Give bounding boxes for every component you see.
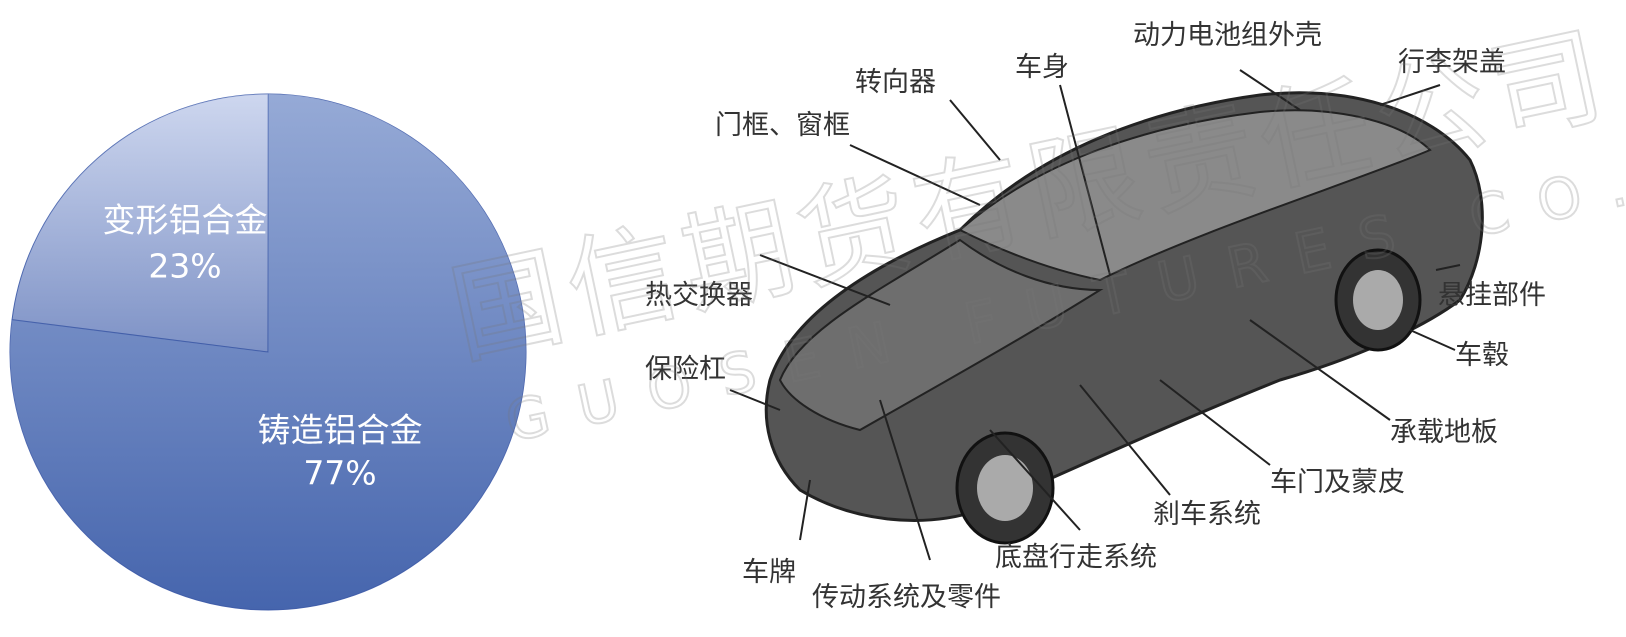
- wheel: [1353, 270, 1403, 330]
- category-label: 变形铝合金: [103, 201, 268, 240]
- value-label: 23%: [148, 247, 221, 286]
- car-body: [764, 91, 1484, 522]
- part-label: 车牌: [742, 557, 796, 587]
- leader-line: [949, 99, 1001, 161]
- part-label: 行李架盖: [1398, 47, 1506, 77]
- pie-shade: [12, 94, 268, 352]
- part-label: 悬挂部件: [1438, 280, 1546, 310]
- wheel: [977, 455, 1033, 521]
- part-label: 车身: [1015, 52, 1069, 82]
- leader-line: [1249, 319, 1391, 421]
- leader-line: [879, 399, 931, 561]
- leader-line: [849, 144, 981, 206]
- leader-line: [1239, 69, 1301, 111]
- category-label: 铸造铝合金: [258, 411, 423, 450]
- leader-line: [1079, 384, 1171, 496]
- part-label: 热交换器: [645, 280, 753, 310]
- leader-line: [799, 479, 811, 541]
- leader-line: [989, 429, 1081, 531]
- pie-chart: 铸造铝合金 77% 变形铝合金 23%: [9, 93, 527, 611]
- part-label: 底盘行走系统: [995, 542, 1157, 572]
- part-label: 传动系统及零件: [812, 582, 1001, 612]
- leader-line: [1159, 379, 1271, 466]
- leader-line: [1379, 84, 1441, 106]
- part-label: 门框、窗框: [715, 110, 850, 140]
- leader-line: [1059, 84, 1111, 276]
- leader-line: [1409, 329, 1456, 351]
- part-label: 车毂: [1455, 340, 1509, 370]
- part-label: 动力电池组外壳: [1133, 20, 1322, 50]
- car-windows: [958, 109, 1432, 282]
- part-label: 车门及蒙皮: [1270, 467, 1405, 497]
- part-label: 刹车系统: [1153, 499, 1261, 529]
- leader-line: [729, 389, 781, 411]
- part-label: 转向器: [855, 67, 936, 97]
- part-label: 承载地板: [1390, 417, 1498, 447]
- leader-line: [759, 254, 891, 306]
- part-label: 保险杠: [645, 354, 726, 384]
- leader-line: [1435, 264, 1461, 271]
- value-label: 77%: [303, 454, 376, 493]
